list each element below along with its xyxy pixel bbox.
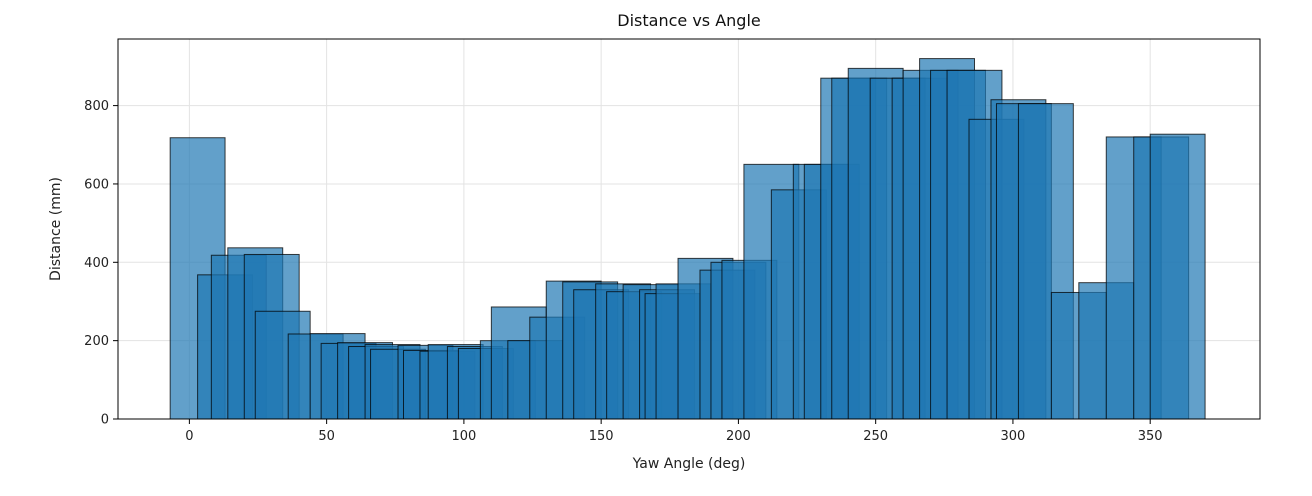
bar (1149, 133, 1206, 420)
x-tick-label: 0 (185, 429, 193, 444)
chart-title: Distance vs Angle (617, 11, 760, 30)
x-tick-label: 150 (589, 429, 614, 444)
y-axis-ticks: 0 200 400 600 800 (84, 99, 118, 428)
x-axis-label: Yaw Angle (deg) (632, 456, 746, 472)
x-tick-label: 50 (318, 429, 335, 444)
x-tick-label: 250 (863, 429, 888, 444)
y-tick-label: 200 (84, 334, 109, 349)
y-tick-label: 0 (101, 413, 109, 428)
x-tick-label: 200 (726, 429, 751, 444)
bar-series (169, 58, 1206, 420)
x-tick-label: 100 (451, 429, 476, 444)
plot-frame (117, 38, 1261, 420)
x-tick-label: 300 (1001, 429, 1026, 444)
y-tick-label: 800 (84, 99, 109, 114)
y-tick-label: 600 (84, 177, 109, 192)
y-tick-label: 400 (84, 256, 109, 271)
x-axis-ticks: 0 50 100 150 200 250 300 350 (185, 419, 1163, 444)
y-axis-label: Distance (mm) (48, 177, 64, 281)
x-tick-label: 350 (1138, 429, 1163, 444)
